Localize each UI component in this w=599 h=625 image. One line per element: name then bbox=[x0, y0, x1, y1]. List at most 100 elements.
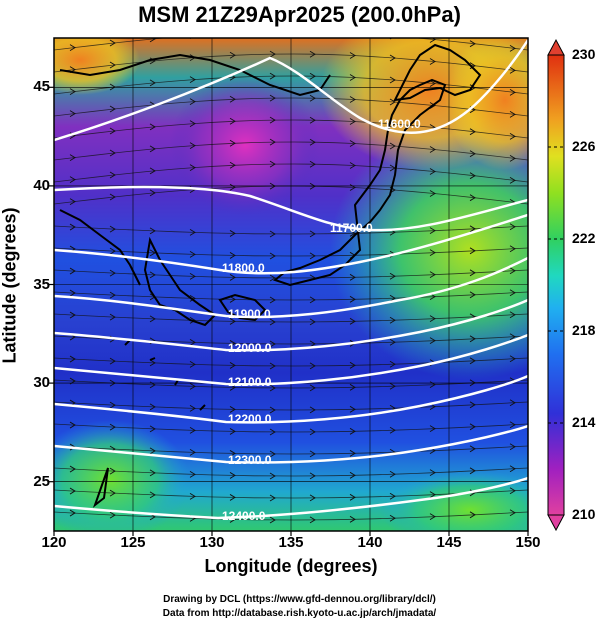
wind-arrow bbox=[350, 31, 355, 37]
wind-arrow bbox=[389, 492, 396, 500]
height-contour-line bbox=[54, 256, 528, 319]
wind-arrow bbox=[389, 142, 396, 150]
wind-arrow bbox=[309, 116, 316, 124]
credit-data: Data from http://database.rish.kyoto-u.a… bbox=[162, 608, 437, 619]
wind-arrow bbox=[469, 172, 476, 180]
map-plot-area: 11600.0 11700.0 11800.0 11900.0 12000.0 12100… bbox=[54, 29, 528, 531]
wind-arrow bbox=[269, 138, 276, 146]
wind-arrow bbox=[469, 511, 476, 519]
wind-arrow bbox=[389, 272, 396, 280]
wind-arrow bbox=[429, 469, 436, 477]
wind-streamline bbox=[54, 247, 528, 257]
wind-arrow bbox=[69, 487, 76, 495]
wind-arrow bbox=[429, 315, 436, 323]
wind-arrow bbox=[189, 98, 196, 105]
wind-arrow bbox=[229, 362, 236, 369]
wind-arrow bbox=[349, 317, 356, 325]
height-contour-label: 12200.0 bbox=[228, 412, 272, 426]
wind-arrow bbox=[229, 139, 236, 147]
wind-arrow bbox=[69, 198, 76, 206]
wind-streamline bbox=[54, 467, 528, 477]
wind-arrow bbox=[269, 160, 276, 168]
wind-arrow bbox=[269, 384, 276, 392]
height-contour-label: 11800.0 bbox=[222, 261, 265, 275]
wind-arrow bbox=[309, 138, 316, 146]
wind-streamline bbox=[54, 53, 528, 73]
wind-arrow bbox=[69, 88, 76, 96]
y-tick-label: 30 bbox=[33, 374, 50, 392]
wind-arrow bbox=[229, 318, 236, 325]
wind-arrow bbox=[149, 403, 156, 411]
wind-streamline bbox=[54, 38, 528, 51]
wind-arrow bbox=[509, 154, 516, 162]
wind-arrow bbox=[149, 491, 156, 499]
wind-arrow bbox=[309, 340, 316, 348]
wind-arrow bbox=[509, 443, 516, 451]
wind-arrow bbox=[469, 150, 476, 158]
wind-arrow bbox=[269, 494, 276, 502]
wind-arrow bbox=[509, 132, 516, 140]
wind-arrow bbox=[310, 29, 315, 35]
wind-arrow bbox=[229, 340, 236, 347]
wind-streamline bbox=[54, 401, 528, 411]
wind-streamline bbox=[54, 225, 528, 235]
x-axis-label: Longitude (degrees) bbox=[204, 556, 378, 576]
wind-arrow bbox=[509, 66, 516, 74]
height-contour-line bbox=[54, 333, 528, 386]
colorbar bbox=[547, 38, 565, 532]
wind-arrow bbox=[469, 40, 476, 48]
height-contour-labels: 11600.0 11700.0 11800.0 11900.0 12000.0 12100… bbox=[222, 117, 421, 523]
wind-arrow bbox=[269, 72, 276, 80]
wind-arrow bbox=[109, 467, 116, 475]
wind-arrow bbox=[309, 182, 316, 190]
wind-arrow bbox=[189, 120, 196, 127]
wind-arrow bbox=[269, 274, 276, 282]
map-title: MSM 21Z29Apr2025 (200.0hPa) bbox=[138, 2, 461, 27]
wind-streamline bbox=[54, 119, 528, 139]
wind-arrow bbox=[229, 274, 236, 281]
wind-arrow bbox=[309, 494, 316, 502]
wind-arrow bbox=[69, 509, 76, 517]
y-tick-label: 25 bbox=[33, 472, 50, 490]
height-contour-line bbox=[54, 374, 528, 424]
wind-streamline bbox=[54, 489, 528, 499]
wind-arrow bbox=[189, 427, 196, 434]
wind-arrow bbox=[309, 406, 316, 414]
wind-arrow bbox=[389, 98, 396, 106]
cold-region-center bbox=[170, 75, 320, 215]
wind-arrow bbox=[349, 449, 356, 457]
y-axis-label: Latitude (degrees) bbox=[0, 207, 20, 364]
colorbar-max-arrow bbox=[547, 38, 565, 56]
wind-arrow bbox=[149, 79, 156, 87]
wind-arrow bbox=[189, 361, 196, 368]
wind-arrow bbox=[389, 382, 396, 390]
wind-arrow bbox=[149, 189, 156, 197]
wind-arrow bbox=[469, 247, 476, 255]
wind-arrow bbox=[189, 251, 196, 258]
wind-arrow bbox=[349, 273, 356, 281]
wind-arrow bbox=[189, 405, 196, 412]
wind-arrow bbox=[509, 223, 516, 231]
wind-arrow bbox=[309, 516, 316, 524]
wind-arrow bbox=[189, 76, 196, 83]
wind-arrow bbox=[349, 427, 356, 435]
wind-arrow bbox=[349, 515, 356, 523]
wind-arrow bbox=[189, 449, 196, 456]
wind-streamline bbox=[54, 511, 528, 521]
wind-arrow bbox=[269, 230, 276, 238]
wind-arrow bbox=[509, 355, 516, 363]
wind-streamline bbox=[54, 445, 528, 455]
wind-streamline bbox=[54, 379, 528, 389]
wind-arrow bbox=[509, 88, 516, 96]
wind-arrow bbox=[429, 58, 436, 65]
height-contour-label: 12000.0 bbox=[228, 341, 272, 355]
wind-arrow bbox=[309, 94, 316, 102]
wind-arrow bbox=[69, 421, 76, 429]
wind-arrow bbox=[149, 425, 156, 433]
height-contour-line bbox=[54, 476, 528, 520]
wind-arrow bbox=[509, 267, 516, 275]
height-contour-label: 12100.0 bbox=[228, 375, 272, 389]
wind-arrow bbox=[469, 357, 476, 365]
wind-arrow bbox=[149, 271, 156, 279]
y-tick-label: 35 bbox=[33, 275, 50, 293]
